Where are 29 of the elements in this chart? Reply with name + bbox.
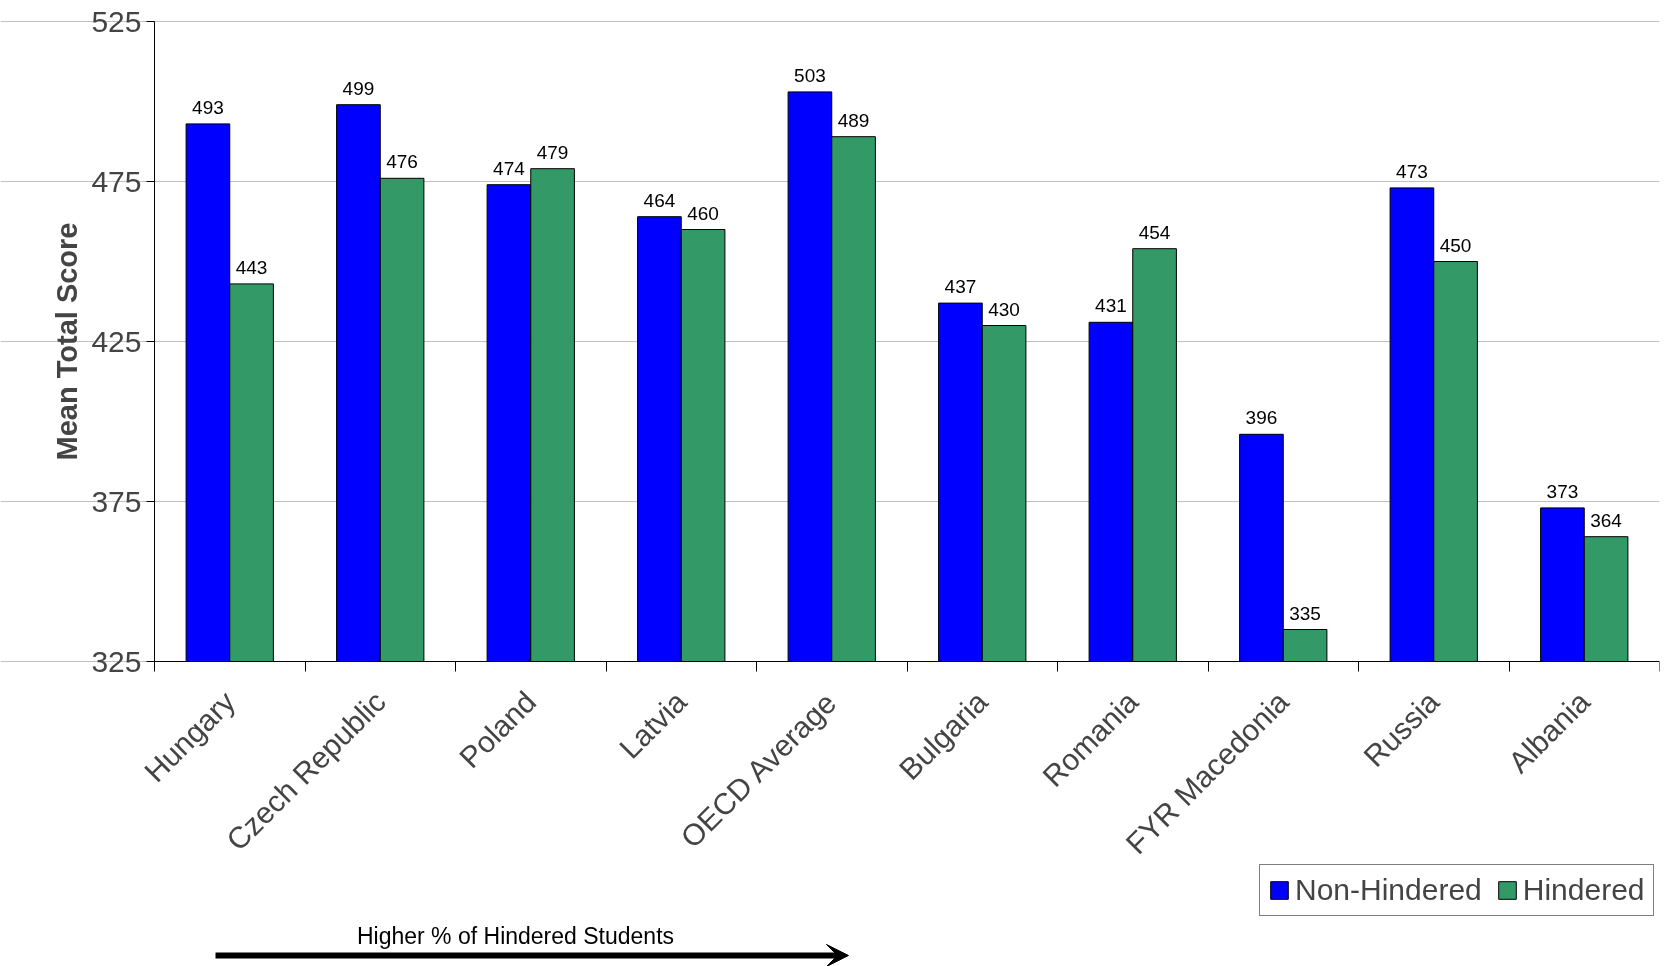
data-label: 396 xyxy=(1245,407,1278,429)
data-label: 454 xyxy=(1138,221,1171,243)
text: Higher % of Hindered Students xyxy=(356,922,675,949)
data-label: 431 xyxy=(1095,295,1127,317)
y-tick-label: 525 xyxy=(91,4,142,38)
legend-label: Hindered xyxy=(1522,873,1645,907)
data-label: 437 xyxy=(944,276,977,298)
data-label: 473 xyxy=(1396,160,1428,182)
data-label: 499 xyxy=(342,77,375,99)
y-axis-title: Mean Total Score xyxy=(51,222,84,461)
data-label: 450 xyxy=(1439,234,1472,256)
data-label: 503 xyxy=(794,64,826,86)
data-label: 464 xyxy=(643,189,676,211)
data-label: 489 xyxy=(837,109,870,131)
data-label: 335 xyxy=(1289,602,1321,624)
data-label: 474 xyxy=(493,157,526,179)
y-tick-label: 425 xyxy=(91,324,142,358)
legend-label: Non-Hindered xyxy=(1295,873,1482,907)
y-tick-label: 325 xyxy=(91,644,142,678)
data-label: 373 xyxy=(1546,480,1579,502)
data-label: 460 xyxy=(687,202,719,224)
data-label: 364 xyxy=(1590,509,1623,531)
data-label: 479 xyxy=(536,141,569,163)
data-label: 443 xyxy=(235,256,268,278)
data-label: 430 xyxy=(988,298,1020,320)
data-label: 493 xyxy=(192,96,224,118)
data-label: 476 xyxy=(386,151,418,173)
y-tick-label: 375 xyxy=(91,484,142,518)
y-tick-label: 475 xyxy=(91,164,142,198)
